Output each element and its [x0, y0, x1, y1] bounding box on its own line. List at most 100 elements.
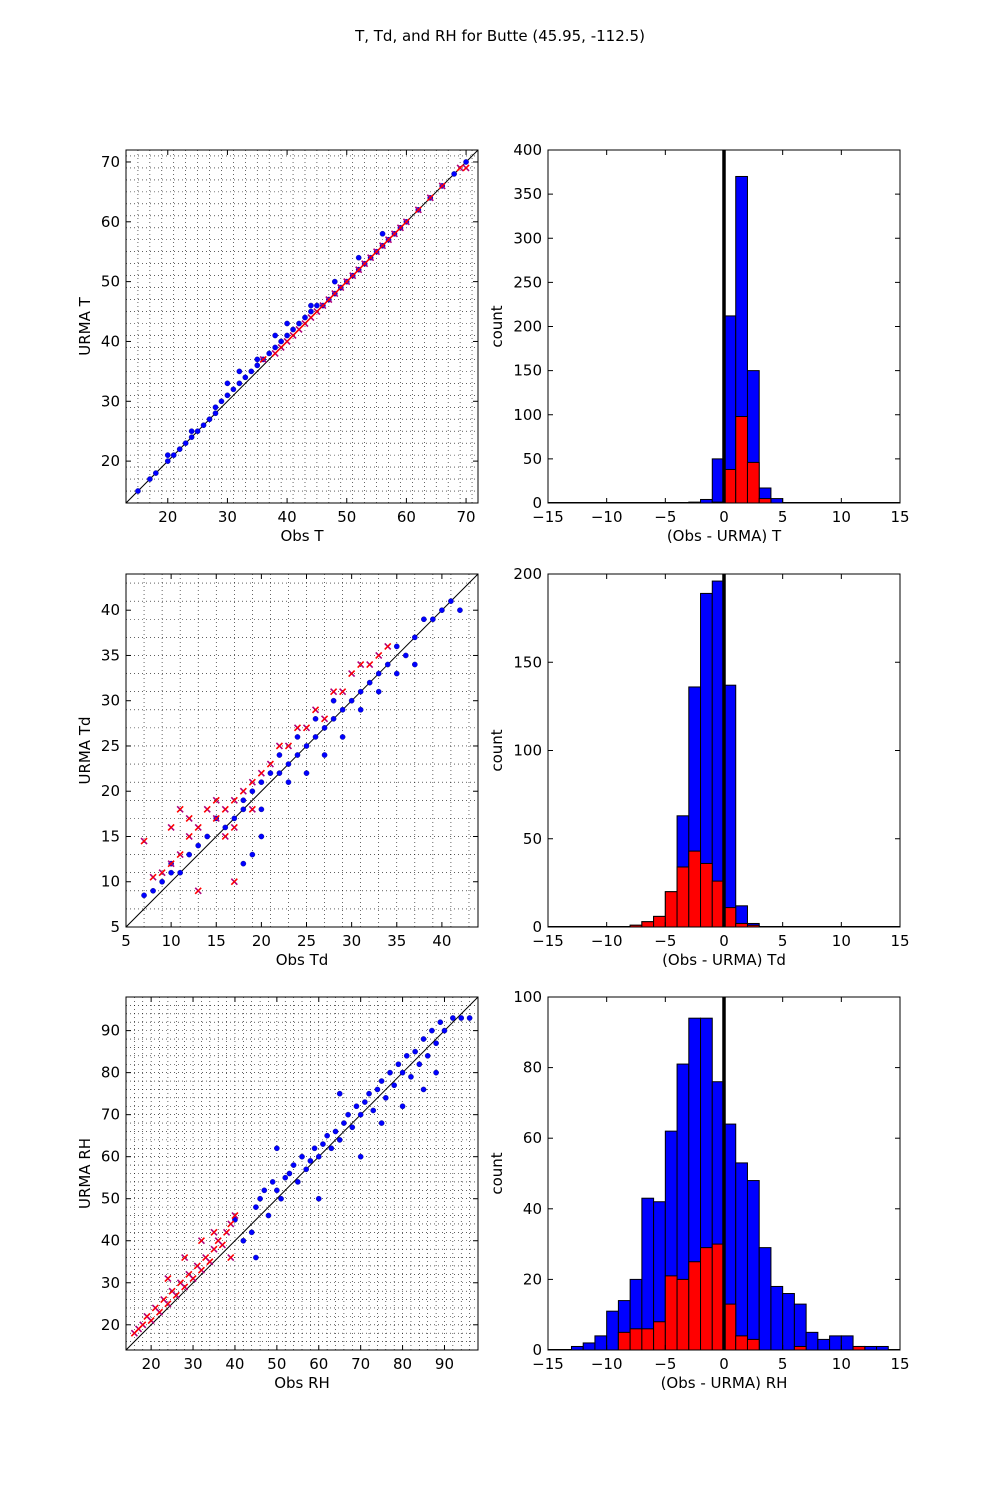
- histogram-bar-subset: [653, 915, 666, 927]
- scatter-point-subset: [140, 837, 148, 845]
- marker-stroke: [378, 242, 387, 250]
- one-to-one-line: [126, 574, 478, 927]
- histogram-bar-subset: [723, 468, 737, 503]
- marker-stroke: [143, 1312, 151, 1320]
- marker-stroke: [343, 278, 351, 286]
- y-tick-label: 90: [101, 1022, 120, 1040]
- scatter-point-subset: [167, 823, 175, 832]
- plot-area: [126, 574, 478, 927]
- scatter-point-all: [357, 1111, 364, 1118]
- y-tick-label: 300: [513, 229, 542, 247]
- marker-stroke: [357, 660, 365, 669]
- x-tick-label: 60: [309, 1355, 328, 1373]
- histogram-bar-all: [735, 175, 748, 503]
- marker-stroke: [277, 343, 285, 352]
- scatter-point-subset: [284, 742, 293, 750]
- x-tick-label: 90: [435, 1355, 454, 1373]
- y-tick-label: 40: [101, 601, 120, 619]
- scatter-point-all: [212, 404, 219, 411]
- marker-stroke: [396, 224, 405, 232]
- scatter-point-all: [299, 1153, 305, 1160]
- scatter-point-subset: [164, 1300, 172, 1308]
- scatter-point-subset: [259, 355, 267, 363]
- scatter-point-all: [296, 320, 302, 327]
- histogram-bar-subset: [617, 1331, 631, 1350]
- scatter-point-all: [408, 1074, 414, 1080]
- scatter-point-all: [399, 1103, 406, 1110]
- x-tick-label: −10: [591, 932, 623, 950]
- scatter-point-all: [324, 1132, 330, 1139]
- y-axis-label: URMA Td: [76, 716, 94, 784]
- histogram-bar-all: [735, 1162, 748, 1350]
- marker-stroke: [176, 851, 184, 859]
- x-tick-label: 40: [225, 1355, 244, 1373]
- scatter-point-all: [441, 1027, 448, 1034]
- y-tick-label: 35: [101, 646, 120, 664]
- scatter-point-all: [285, 779, 292, 785]
- scatter-point-subset: [325, 296, 333, 304]
- scatter-point-all: [303, 770, 310, 776]
- panel-2: [547, 149, 901, 504]
- marker-stroke: [375, 651, 383, 660]
- y-tick-label: 50: [101, 1190, 120, 1208]
- scatter-point-subset: [313, 307, 321, 316]
- axes-frame: [125, 149, 479, 504]
- scatter-point-subset: [227, 1220, 235, 1228]
- scatter-point-all: [249, 788, 256, 795]
- scatter-point-all: [448, 598, 454, 604]
- x-axis-label: Obs RH: [274, 1374, 330, 1392]
- scatter-point-all: [153, 470, 159, 476]
- scatter-point-all: [254, 362, 261, 369]
- histogram-bar-all: [606, 1310, 619, 1350]
- histogram-bar-subset: [735, 922, 748, 927]
- scatter-point-subset: [155, 1308, 164, 1316]
- scatter-point-all: [321, 752, 328, 758]
- marker-stroke: [349, 272, 357, 280]
- scatter-point-all: [421, 616, 427, 623]
- histogram-bar-all: [782, 1293, 795, 1350]
- x-axis-label: Obs Td: [276, 951, 329, 969]
- plot-area: [126, 997, 478, 1350]
- scatter-point-subset: [355, 266, 363, 274]
- scatter-point-subset: [212, 814, 220, 822]
- marker-stroke: [147, 1317, 155, 1325]
- scatter-point-all: [439, 607, 445, 614]
- scatter-point-subset: [147, 1317, 155, 1325]
- scatter-point-all: [224, 380, 231, 387]
- scatter-point-subset: [206, 1258, 214, 1266]
- scatter-point-all: [258, 833, 265, 840]
- figure-title: T, Td, and RH for Butte (45.95, -112.5): [355, 27, 645, 45]
- scatter-point-all: [384, 661, 391, 668]
- x-tick-label: 30: [342, 932, 361, 950]
- scatter-point-all: [330, 697, 337, 704]
- histogram-bar-all: [770, 498, 784, 503]
- y-tick-label: 20: [101, 452, 120, 470]
- scatter-point-all: [403, 1053, 410, 1059]
- scatter-point-all: [248, 368, 255, 375]
- scatter-point-subset: [266, 760, 274, 768]
- scatter-point-all: [242, 374, 249, 381]
- scatter-point-subset: [337, 284, 345, 292]
- x-tick-label: 30: [218, 508, 237, 526]
- scatter-point-all: [366, 679, 373, 686]
- scatter-point-all: [391, 1082, 397, 1089]
- scatter-point-all: [311, 1145, 318, 1152]
- scatter-point-all: [206, 416, 213, 423]
- scatter-point-subset: [375, 651, 383, 660]
- marker-stroke: [197, 1266, 205, 1274]
- marker-stroke: [203, 805, 211, 813]
- y-tick-label: 20: [523, 1270, 542, 1288]
- scatter-point-all: [314, 302, 320, 309]
- scatter-point-subset: [289, 331, 297, 340]
- x-tick-label: 15: [890, 508, 909, 526]
- marker-stroke: [283, 337, 291, 346]
- marker-stroke: [259, 355, 267, 363]
- scatter-point-all: [315, 1153, 322, 1160]
- scatter-point-subset: [221, 832, 229, 841]
- x-tick-label: 40: [278, 508, 297, 526]
- marker-stroke: [181, 1283, 189, 1291]
- scatter-point-subset: [307, 313, 315, 322]
- scatter-point-subset: [373, 248, 381, 256]
- scatter-point-subset: [176, 851, 184, 859]
- histogram-bar-subset: [664, 891, 678, 927]
